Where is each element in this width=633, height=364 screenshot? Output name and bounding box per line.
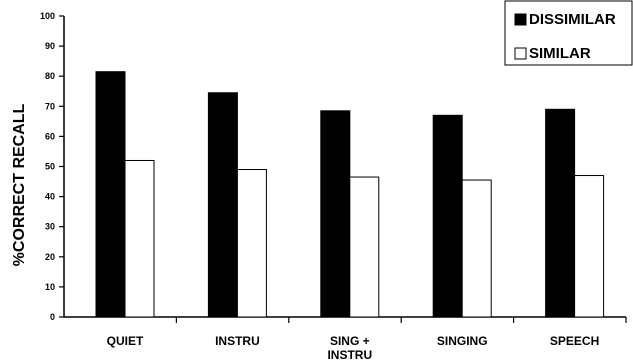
y-tick-label: 80	[45, 71, 55, 81]
legend: DISSIMILAR SIMILAR	[504, 0, 633, 66]
category-label: SING +	[330, 334, 370, 348]
bar-similar-3	[461, 179, 492, 318]
bar-dissimilar-4	[545, 108, 576, 318]
bar-dissimilar-0	[95, 71, 126, 318]
bar-similar-2	[349, 176, 380, 318]
y-tick-label: 70	[45, 101, 55, 111]
y-tick-label: 40	[45, 192, 55, 202]
y-tick-label: 60	[45, 131, 55, 141]
bar-dissimilar-3	[432, 114, 463, 318]
category-label: SPEECH	[550, 334, 599, 348]
bar-dissimilar-2	[320, 110, 351, 318]
y-tick-label: 100	[40, 11, 55, 21]
y-axis: 0 10 20 30 40 50 60 70 80 90 100	[40, 11, 65, 322]
y-tick-label: 30	[45, 222, 55, 232]
bars	[95, 71, 605, 318]
bar-similar-0	[124, 159, 155, 318]
category-label: INSTRU	[327, 348, 372, 362]
legend-label-dissimilar: DISSIMILAR	[529, 11, 616, 28]
legend-swatch-dissimilar	[514, 13, 527, 26]
y-tick-label: 50	[45, 162, 55, 172]
y-tick-label: 90	[45, 41, 55, 51]
bar-similar-4	[574, 175, 605, 318]
y-tick-label: 20	[45, 252, 55, 262]
bar-similar-1	[236, 169, 267, 318]
category-label: SINGING	[437, 334, 488, 348]
y-axis-title: %CORRECT RECALL	[11, 103, 28, 266]
legend-swatch-similar	[514, 47, 527, 60]
y-tick-label: 10	[45, 282, 55, 292]
category-label: INSTRU	[215, 334, 260, 348]
x-axis	[64, 316, 627, 323]
legend-label-similar: SIMILAR	[529, 45, 591, 62]
bar-dissimilar-1	[207, 92, 238, 318]
y-tick-label: 0	[50, 312, 55, 322]
category-label: QUIET	[107, 334, 144, 348]
